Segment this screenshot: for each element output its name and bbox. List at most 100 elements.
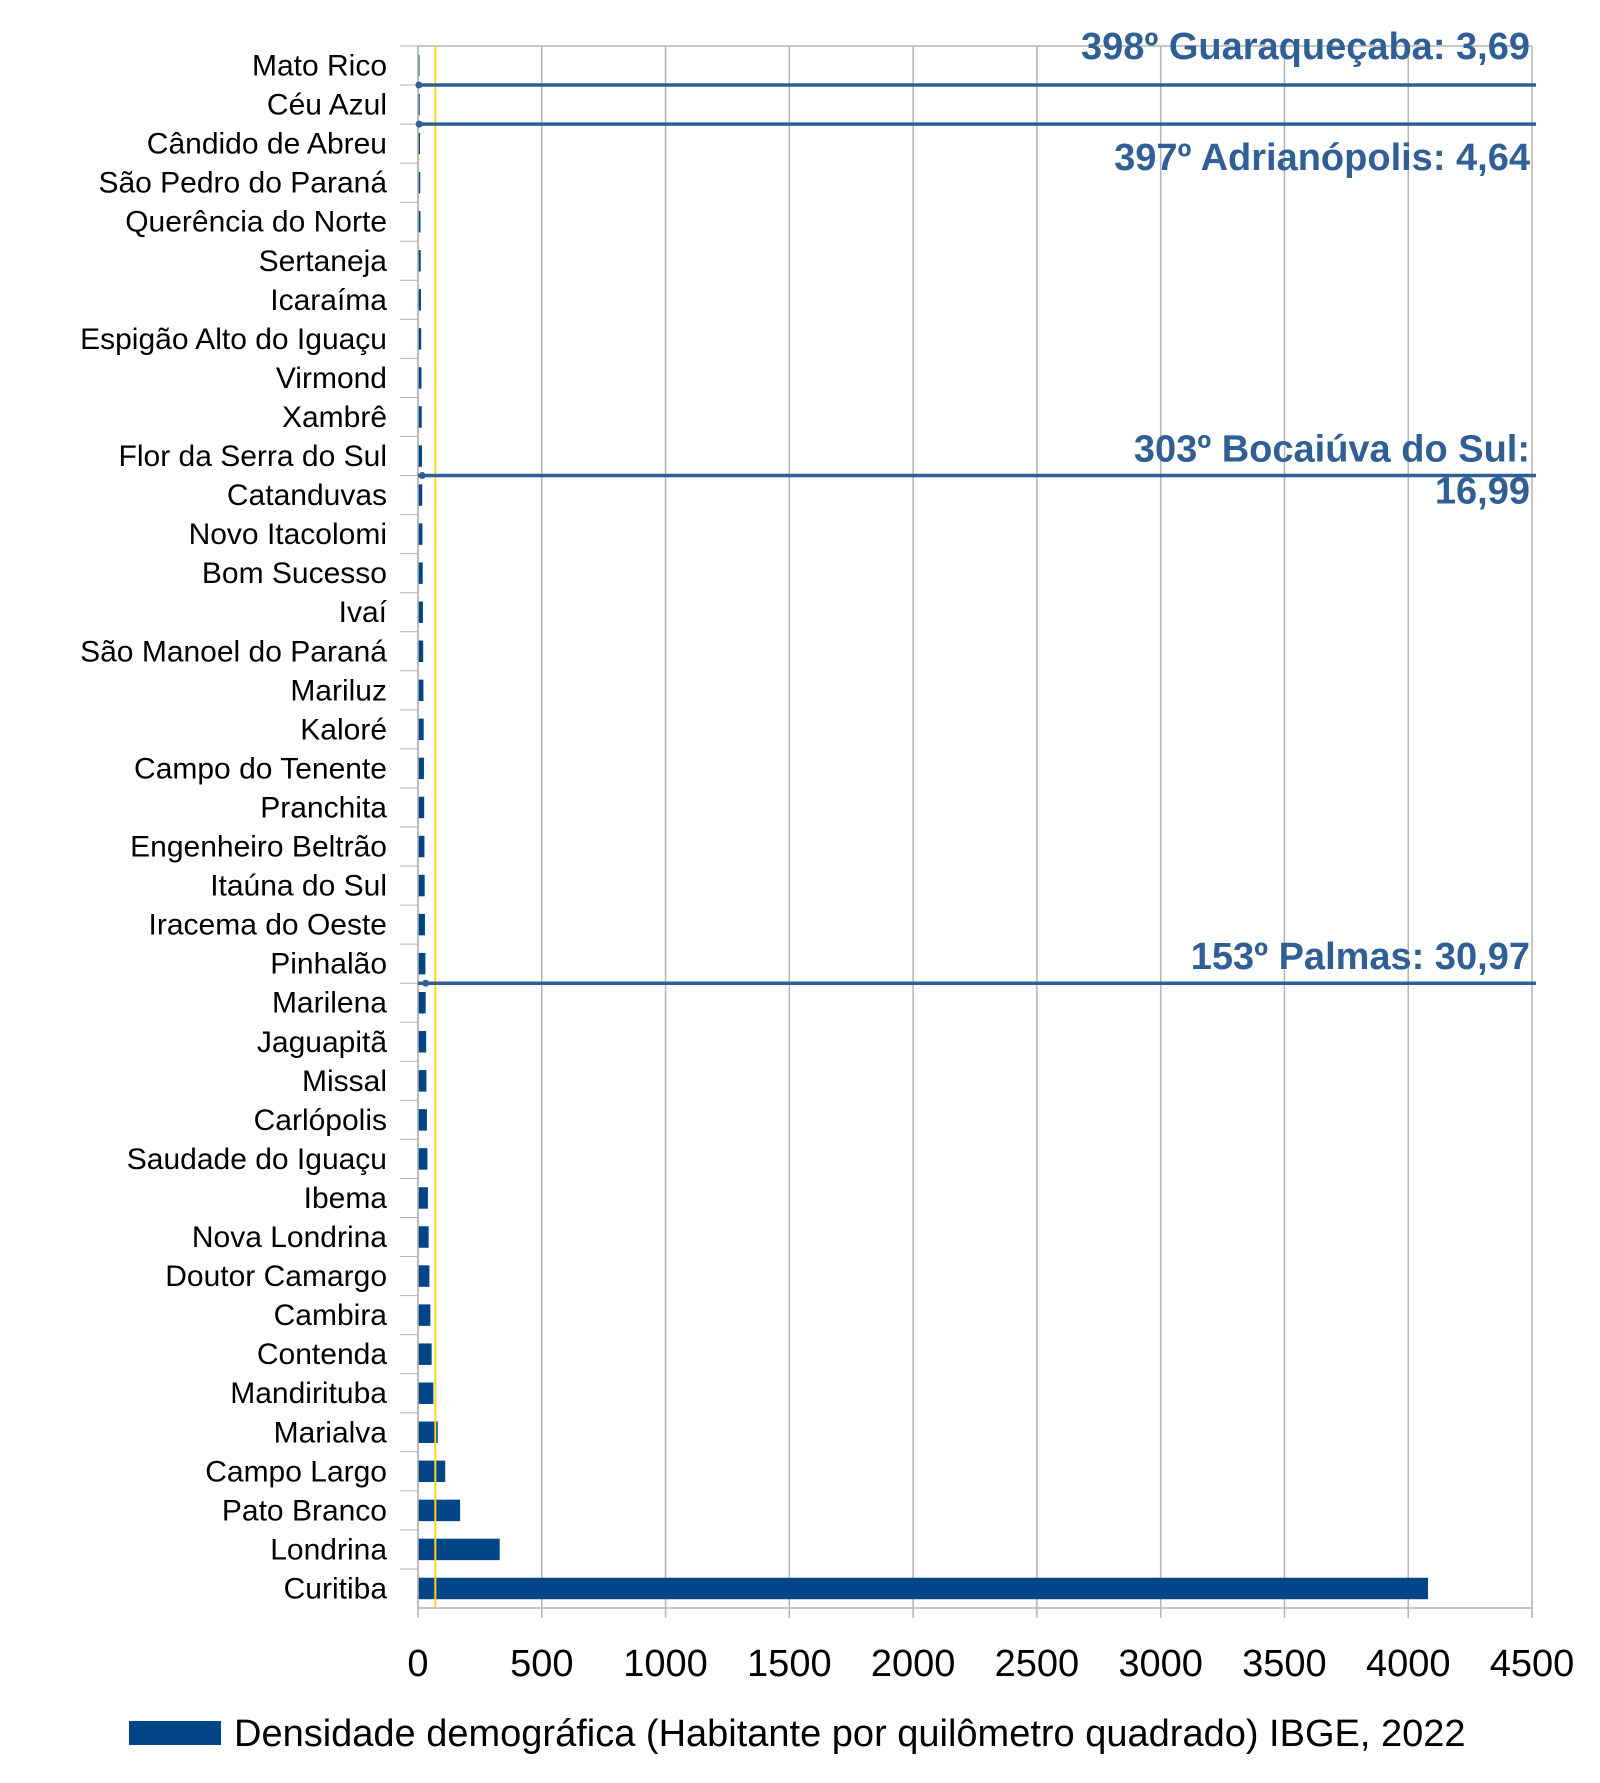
bar <box>418 1382 434 1404</box>
annotation-marker <box>415 81 423 89</box>
legend-swatch <box>129 1721 221 1745</box>
x-tick-label: 2000 <box>871 1643 956 1685</box>
annotation-label: 303º Bocaiúva do Sul: <box>1134 429 1530 471</box>
category-label: Xambrê <box>282 401 387 434</box>
category-label: São Pedro do Paraná <box>98 167 387 200</box>
bar <box>418 601 423 623</box>
x-tick-label: 500 <box>510 1643 573 1685</box>
bar <box>418 171 421 194</box>
bar <box>418 1499 461 1522</box>
bar <box>418 1265 430 1287</box>
category-label: Sertaneja <box>259 245 388 278</box>
category-label: Pato Branco <box>222 1494 387 1527</box>
bar <box>418 1187 428 1209</box>
bar <box>418 1577 1429 1600</box>
bar <box>418 640 424 663</box>
bar <box>418 991 426 1014</box>
x-tick-label: 0 <box>407 1643 428 1685</box>
bar <box>418 1031 427 1053</box>
category-label: Cândido de Abreu <box>147 128 387 161</box>
category-label: Nova Londrina <box>192 1221 387 1254</box>
bar <box>418 210 421 233</box>
category-label: Flor da Serra do Sul <box>119 440 387 473</box>
legend-label: Densidade demográfica (Habitante por qui… <box>234 1713 1466 1755</box>
category-label: Londrina <box>270 1533 387 1566</box>
category-label: Cambira <box>274 1299 388 1332</box>
bar <box>418 874 425 897</box>
x-tick-label: 1500 <box>747 1643 832 1685</box>
bar <box>418 1226 429 1248</box>
x-tick-label: 2500 <box>995 1643 1080 1685</box>
annotation-label: 398º Guaraqueçaba: 3,69 <box>1081 26 1530 68</box>
bar <box>418 367 422 389</box>
bar <box>418 1460 446 1483</box>
annotations: 398º Guaraqueçaba: 3,69 397º Adrianópolis… <box>415 26 1536 987</box>
category-label: Saudade do Iguaçu <box>127 1143 387 1176</box>
category-label: São Manoel do Paraná <box>80 635 387 668</box>
category-label: Virmond <box>276 362 387 395</box>
category-label: Engenheiro Beltrão <box>130 831 387 864</box>
annotation-marker <box>422 979 430 987</box>
bar <box>418 1304 431 1326</box>
bar <box>418 1109 427 1131</box>
category-label: Ibema <box>304 1182 388 1215</box>
x-tick-label: 4000 <box>1366 1643 1451 1685</box>
x-tick-label: 3500 <box>1242 1643 1327 1685</box>
category-label: Marilena <box>272 987 387 1020</box>
category-label: Catanduvas <box>227 479 387 512</box>
bar <box>418 1070 427 1092</box>
category-label: Campo do Tenente <box>134 752 387 785</box>
annotation-marker <box>415 120 423 128</box>
category-label: Querência do Norte <box>125 206 387 239</box>
bar <box>418 1538 500 1561</box>
annotation-label: 397º Adrianópolis: 4,64 <box>1114 137 1530 179</box>
category-label: Mandirituba <box>230 1377 387 1410</box>
category-label: Iracema do Oeste <box>149 909 387 942</box>
bar <box>418 406 422 428</box>
category-label: Novo Itacolomi <box>189 518 387 551</box>
bar <box>418 679 424 702</box>
x-tick-label: 4500 <box>1490 1643 1575 1685</box>
category-label: Céu Azul <box>267 89 387 122</box>
bar <box>418 523 423 545</box>
category-label: Curitiba <box>284 1572 388 1605</box>
annotation-label: 16,99 <box>1435 471 1530 513</box>
category-label: Espigão Alto do Iguaçu <box>80 323 387 356</box>
bar <box>418 562 423 584</box>
category-label: Icaraíma <box>270 284 387 317</box>
category-label: Mariluz <box>290 674 387 707</box>
legend: Densidade demográfica (Habitante por qui… <box>129 1713 1466 1755</box>
bar <box>418 796 425 819</box>
bar <box>418 718 424 741</box>
axes <box>400 45 1533 1618</box>
bar <box>418 952 426 975</box>
bar <box>418 757 424 780</box>
bar <box>418 132 420 155</box>
category-label: Pranchita <box>260 791 387 824</box>
category-label: Campo Largo <box>205 1455 387 1488</box>
category-label: Doutor Camargo <box>165 1260 387 1293</box>
bar <box>418 1148 428 1170</box>
bar <box>418 1421 438 1444</box>
bar <box>418 913 425 936</box>
category-label: Bom Sucesso <box>202 557 387 590</box>
x-tick-label: 1000 <box>623 1643 708 1685</box>
annotation-label: 153º Palmas: 30,97 <box>1191 936 1530 978</box>
annotation-marker <box>418 472 426 480</box>
category-label: Mato Rico <box>252 50 387 83</box>
bar <box>418 835 425 858</box>
category-label: Kaloré <box>300 713 387 746</box>
grid-lines <box>417 45 1533 1608</box>
category-label: Marialva <box>274 1416 388 1449</box>
category-label: Jaguapitã <box>257 1026 387 1059</box>
category-label: Missal <box>302 1065 387 1098</box>
bar <box>418 289 421 311</box>
bar <box>418 328 422 350</box>
category-label: Itaúna do Sul <box>210 870 387 903</box>
x-tick-labels: 0 500 1000 1500 2000 2500 3000 3500 4000 4500 <box>407 1643 1574 1685</box>
bar <box>418 445 422 467</box>
bars <box>418 54 1429 1600</box>
x-tick-label: 3000 <box>1118 1643 1203 1685</box>
category-label: Ivaí <box>339 596 388 629</box>
